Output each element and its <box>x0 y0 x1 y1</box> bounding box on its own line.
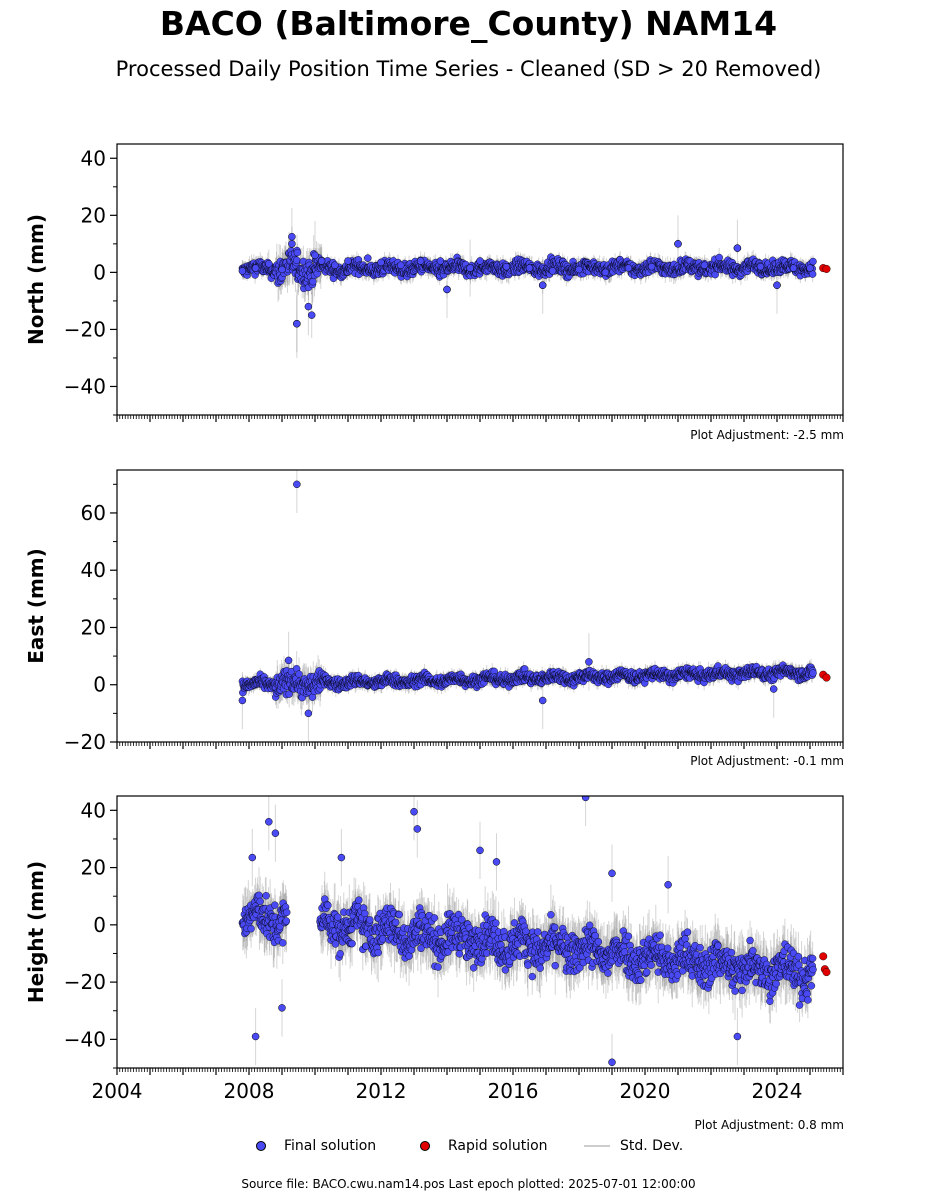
chart-subtitle: Processed Daily Position Time Series - C… <box>115 57 822 81</box>
north-plot-area <box>238 208 831 358</box>
outlier-point <box>443 285 451 294</box>
data-point <box>548 267 557 275</box>
data-point <box>601 268 610 277</box>
data-point <box>700 261 709 269</box>
outlier-point <box>538 281 547 289</box>
north-panel: −40 −20 0 20 40 North (mm) <box>24 143 844 422</box>
data-point <box>311 251 319 260</box>
east-std-dev-bars <box>241 470 814 742</box>
data-point <box>416 257 425 265</box>
outlier-point <box>288 232 296 241</box>
data-point <box>397 261 405 269</box>
data-point <box>292 256 301 264</box>
data-point <box>476 257 484 265</box>
y-tick-label: 20 <box>81 203 106 227</box>
data-point <box>624 264 633 272</box>
data-point <box>251 264 260 272</box>
data-point <box>288 240 296 248</box>
data-point <box>789 264 798 272</box>
north-final-points <box>238 232 817 328</box>
data-point <box>466 264 474 272</box>
data-point <box>309 277 317 286</box>
data-point <box>647 262 656 271</box>
data-point <box>304 302 313 311</box>
data-point <box>806 264 814 272</box>
outlier-point <box>733 244 742 252</box>
data-point <box>278 265 286 274</box>
data-point <box>331 261 339 269</box>
data-point <box>377 258 385 267</box>
data-point <box>344 257 352 265</box>
data-point <box>575 265 583 274</box>
east-plot-area <box>238 470 831 742</box>
rapid-point <box>822 264 831 273</box>
data-point <box>307 311 316 319</box>
outlier-point <box>293 319 301 328</box>
y-tick-label: −40 <box>64 374 106 398</box>
data-point <box>238 267 247 275</box>
data-point <box>756 262 765 271</box>
outlier-point <box>674 240 682 248</box>
outlier-point <box>773 281 781 289</box>
data-point <box>265 260 273 268</box>
east-final-points <box>238 480 817 718</box>
data-point <box>293 248 302 257</box>
data-point <box>436 257 445 265</box>
data-point <box>809 257 817 266</box>
data-point <box>502 262 511 271</box>
y-tick-label: 0 <box>93 260 106 284</box>
y-tick-label: −20 <box>64 317 106 341</box>
data-point <box>364 254 372 262</box>
data-point <box>715 253 723 262</box>
y-tick-label: 40 <box>81 146 106 170</box>
data-point <box>317 257 326 265</box>
north-rapid-points <box>819 264 831 273</box>
chart-title: BACO (Baltimore_County) NAM14 <box>159 4 778 43</box>
north-std-dev-bars <box>241 208 814 358</box>
data-point <box>525 264 534 272</box>
data-point <box>295 670 303 678</box>
north-y-axis-label: North (mm) <box>24 214 48 345</box>
